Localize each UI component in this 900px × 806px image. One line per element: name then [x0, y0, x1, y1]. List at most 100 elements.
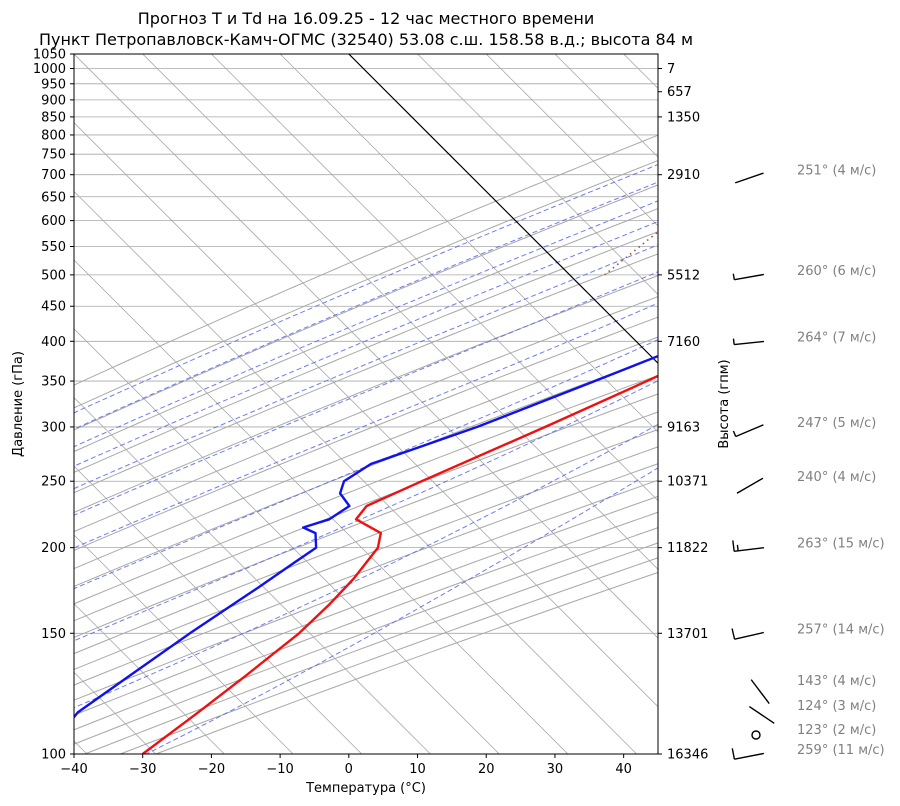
wind-label: 263° (15 м/с): [797, 537, 885, 552]
y-tick-label: 550: [41, 240, 66, 255]
y-tick-label: 700: [41, 168, 66, 183]
dry-adiabat: [74, 231, 658, 473]
y-tick-label: 750: [41, 148, 66, 163]
y-tick-label: 600: [41, 214, 66, 229]
wind-barb: [748, 705, 775, 724]
wind-barb: [751, 730, 761, 740]
isotherm-line: [74, 603, 225, 754]
height-tick-label: 13701: [667, 627, 708, 642]
background-lines: [74, 54, 658, 754]
wind-label: 264° (7 м/с): [797, 330, 876, 345]
dry-adiabat: [74, 511, 658, 731]
dry-adiabat: [74, 184, 658, 431]
dry-adiabat: [74, 411, 658, 638]
height-tick-label: 7: [667, 62, 675, 77]
y-tick-label: 350: [41, 375, 66, 390]
y-tick-label: 500: [41, 268, 66, 283]
isotherm-line: [211, 54, 658, 502]
y-tick-label: 1050: [33, 48, 66, 63]
dry-adiabat: [74, 446, 658, 671]
height-tick-label: 657: [667, 85, 692, 100]
dry-adiabat: [74, 495, 658, 716]
zero-isotherm-line: [348, 54, 658, 365]
moist-adiabat: [74, 244, 658, 490]
isotherm-line: [74, 259, 569, 754]
height-tick-label: 9163: [667, 420, 700, 435]
moist-adiabat: [74, 221, 658, 467]
y-tick-label: 100: [41, 748, 66, 763]
moist-adiabat: [74, 200, 658, 448]
dry-adiabat: [74, 275, 658, 513]
wind-barb: [732, 424, 764, 438]
wind-barbs: 259° (11 м/с) 257° (14 м/с) 263° (15 м/с) 2…: [731, 164, 885, 760]
y-tick-label: 800: [41, 128, 66, 143]
isotherm-line: [74, 54, 658, 639]
dry-adiabat: [74, 159, 658, 409]
dry-adiabat: [120, 557, 658, 754]
wind-barb: [732, 540, 765, 553]
isotherm-line: [74, 190, 637, 754]
isotherm-line: [74, 328, 500, 754]
wind-label: 143° (4 м/с): [797, 674, 876, 689]
moist-adiabat: [145, 467, 658, 754]
dry-adiabat: [74, 479, 658, 701]
x-tick-label: 30: [547, 762, 564, 777]
dry-adiabat: [74, 463, 658, 686]
moist-adiabat: [74, 302, 658, 549]
wind-label: 259° (11 м/с): [797, 743, 885, 758]
dry-adiabat: [155, 571, 658, 754]
wind-label: 247° (5 м/с): [797, 416, 876, 431]
chart-title: Прогноз T и Td на 16.09.25 - 12 час мест…: [138, 9, 594, 28]
y-tick-label: 300: [41, 420, 66, 435]
dry-adiabat: [74, 336, 658, 570]
y-tick-label: 150: [41, 627, 66, 642]
moist-adiabat: [74, 380, 658, 642]
wind-barb: [732, 338, 765, 346]
x-tick-label: −40: [60, 762, 87, 777]
y-tick-label: 1000: [33, 62, 66, 77]
dry-adiabat: [74, 134, 658, 386]
y-tick-label: 250: [41, 475, 66, 490]
x-tick-label: 0: [345, 762, 353, 777]
height-tick-label: 16346: [667, 748, 708, 763]
isotherm-line: [142, 54, 658, 570]
x-tick-label: −30: [129, 762, 156, 777]
height-tick-label: 2910: [667, 168, 700, 183]
moist-adiabat: [74, 271, 658, 516]
moist-adiabat: [74, 423, 658, 709]
series-line-t: [141, 374, 658, 754]
height-tick-label: 10371: [667, 475, 708, 490]
y-tick-label: 200: [41, 541, 66, 556]
wind-label: 124° (3 м/с): [797, 699, 876, 714]
wind-barb: [731, 628, 764, 640]
y-axis-right-label: Высота (гпм): [717, 359, 732, 448]
y-tick-label: 650: [41, 190, 66, 205]
moist-adiabat: [74, 339, 658, 590]
dry-adiabat: [74, 393, 658, 622]
dry-adiabat: [74, 374, 658, 605]
x-tick-label: 10: [409, 762, 426, 777]
height-tick-label: 7160: [667, 335, 700, 350]
dry-adiabat: [74, 208, 658, 453]
y-tick-label: 400: [41, 335, 66, 350]
x-tick-label: −10: [266, 762, 293, 777]
height-tick-label: 11822: [667, 541, 708, 556]
y-axis-label: Давление (гПа): [11, 351, 26, 457]
wind-barb: [732, 273, 765, 281]
moist-adiabat: [74, 181, 658, 430]
x-tick-label: −20: [198, 762, 225, 777]
wind-label: 240° (4 м/с): [797, 470, 876, 485]
dry-adiabat: [74, 355, 658, 587]
axes: 1001502002503003504004505005506006507007…: [33, 48, 708, 778]
isotherm-line: [74, 465, 363, 754]
wind-label: 251° (4 м/с): [797, 164, 876, 179]
height-tick-label: 5512: [667, 268, 700, 283]
dry-adiabat: [74, 296, 658, 533]
isotherm-line: [74, 534, 294, 754]
chart-subtitle: Пункт Петропавловск-Камч-ОГМС (32540) 53…: [39, 30, 693, 49]
wind-barb: [750, 679, 770, 704]
x-tick-label: 40: [615, 762, 632, 777]
isotherm-line: [485, 54, 658, 227]
isotherm-line: [417, 54, 658, 296]
